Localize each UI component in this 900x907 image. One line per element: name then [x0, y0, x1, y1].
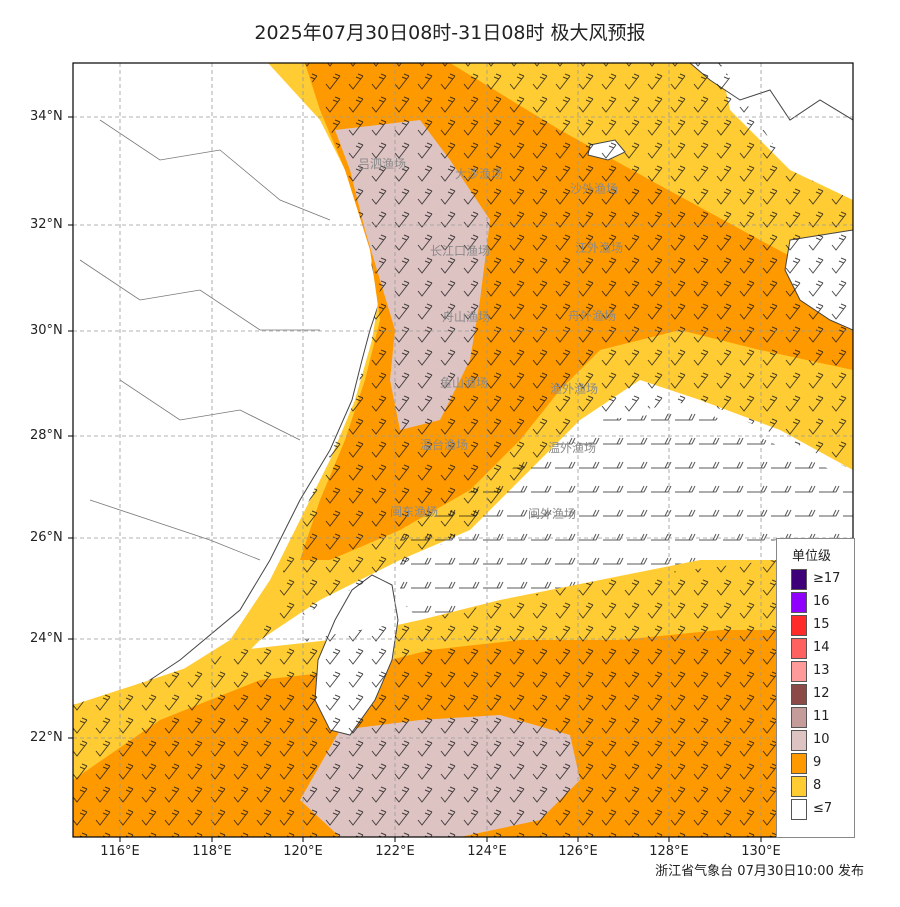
graticule: [73, 63, 853, 837]
wind-barbs-south: [73, 560, 776, 837]
axis-ticks: [68, 116, 762, 842]
legend-swatch: [791, 569, 807, 590]
legend-item: 11: [791, 707, 851, 729]
fishing-ground-label: 渔外渔场: [550, 382, 598, 396]
legend-swatch: [791, 661, 807, 682]
lon-label: 128°E: [649, 844, 689, 859]
legend-swatch: [791, 730, 807, 751]
wind-level-legend: 单位级 ≥17 16 15 14 13 12 11 10 9 8 ≤7: [776, 538, 855, 838]
map-title: 2025年07月30日08时-31日08时 极大风预报: [254, 22, 646, 44]
lat-label: 30°N: [30, 323, 63, 338]
legend-item: 15: [791, 615, 851, 637]
lon-label: 118°E: [192, 844, 232, 859]
legend-swatch: [791, 592, 807, 613]
province-boundaries: [79, 119, 331, 561]
legend-title: 单位级: [792, 549, 832, 564]
legend-item: 13: [791, 661, 851, 683]
lat-label: 24°N: [30, 631, 63, 646]
fishing-ground-label: 江外渔场: [575, 241, 623, 255]
lon-label: 122°E: [375, 844, 415, 859]
legend-label: 8: [813, 778, 822, 793]
lon-label: 126°E: [558, 844, 598, 859]
legend-label: 10: [813, 732, 830, 747]
legend-item: ≥17: [791, 569, 851, 591]
lat-label: 28°N: [30, 428, 63, 443]
legend-swatch: [791, 799, 807, 820]
legend-swatch: [791, 615, 807, 636]
lon-label: 130°E: [741, 844, 781, 859]
map-frame: [72, 62, 854, 838]
legend-swatch: [791, 684, 807, 705]
legend-swatch: [791, 776, 807, 797]
legend-item: 14: [791, 638, 851, 660]
legend-item: 10: [791, 730, 851, 752]
legend-label: ≤7: [813, 801, 833, 816]
fishing-ground-label: 舟外渔场: [568, 309, 616, 323]
fishing-ground-label: 舟山渔场: [442, 310, 490, 324]
lat-label: 32°N: [30, 217, 63, 232]
legend-item: ≤7: [791, 799, 851, 821]
fishing-ground-label: 温外渔场: [548, 441, 596, 455]
fishing-ground-label: 闽东渔场: [390, 505, 438, 519]
lat-label: 26°N: [30, 530, 63, 545]
fishing-ground-labels: 吕泗渔场 大沙渔场 沙外渔场 长江口渔场 江外渔场 舟山渔场 舟外渔场 鱼山渔场…: [358, 157, 623, 521]
fishing-ground-label: 大沙渔场: [455, 167, 503, 181]
fishing-ground-label: 温台渔场: [420, 437, 468, 452]
wind-barbs-north: [260, 63, 853, 640]
legend-label: 11: [813, 709, 830, 724]
lon-label: 120°E: [283, 844, 323, 859]
fishing-ground-label: 长江口渔场: [430, 244, 490, 258]
legend-label: 14: [813, 640, 830, 655]
legend-item: 12: [791, 684, 851, 706]
legend-label: 9: [813, 755, 822, 770]
fishing-ground-label: 沙外渔场: [570, 182, 618, 196]
fishing-ground-label: 闽外渔场: [528, 507, 576, 521]
lat-label: 22°N: [30, 730, 63, 745]
lon-label: 116°E: [100, 844, 140, 859]
legend-item: 8: [791, 776, 851, 798]
legend-item: 9: [791, 753, 851, 775]
legend-swatch: [791, 638, 807, 659]
legend-label: 16: [813, 594, 830, 609]
fishing-ground-label: 吕泗渔场: [358, 157, 406, 171]
lat-label: 34°N: [30, 109, 63, 124]
wind-barbs-central: [400, 410, 853, 620]
legend-item: 16: [791, 592, 851, 614]
legend-label: 15: [813, 617, 830, 632]
lon-label: 124°E: [467, 844, 507, 859]
issuer-footer: 浙江省气象台 07月30日10:00 发布: [655, 864, 864, 879]
legend-label: ≥17: [813, 571, 841, 586]
legend-label: 13: [813, 663, 830, 678]
fishing-ground-label: 鱼山渔场: [440, 376, 488, 390]
legend-swatch: [791, 707, 807, 728]
legend-swatch: [791, 753, 807, 774]
legend-label: 12: [813, 686, 830, 701]
